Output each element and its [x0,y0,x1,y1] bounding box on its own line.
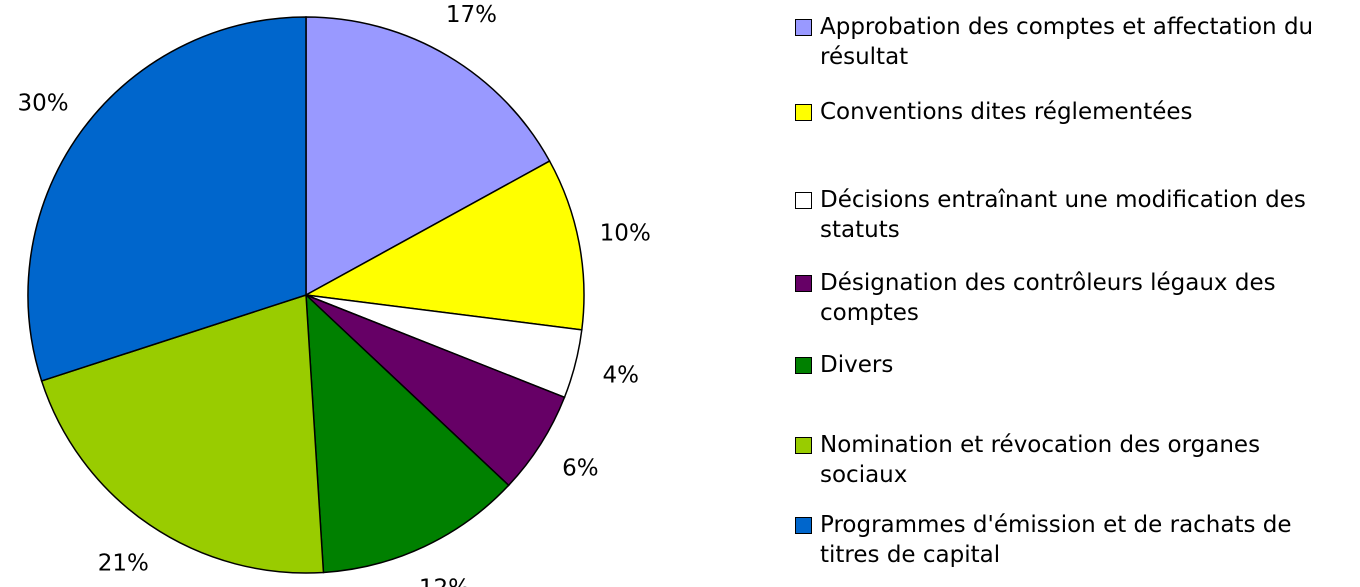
legend-label: Conventions dites réglementées [820,99,1193,125]
pie-slice [305,293,510,574]
legend-swatch [795,517,812,534]
legend-entry: Approbation des comptes et affectation d… [795,12,1340,72]
legend-swatch [795,275,812,292]
legend-entry: Décisions entraînant une modification de… [795,185,1340,245]
legend-swatch [795,104,812,121]
legend-label: Décisions entraînant une modification de… [820,187,1306,243]
data-label: 21% [98,550,149,576]
pie-slice [303,160,585,331]
legend-swatch [795,357,812,374]
legend-entry: Désignation des contrôleurs légaux des c… [795,268,1340,328]
data-label: 4% [603,362,640,388]
data-label: 17% [446,2,497,28]
chart: 17% 10% 4% 6% 12% 21% 30% [18,2,651,587]
legend-swatch [795,19,812,36]
legend-entry: Conventions dites réglementées [795,97,1340,127]
data-label: 10% [600,221,651,247]
pie-slice [27,16,307,382]
legend-entry: Divers [795,350,1340,380]
legend-label: Nomination et révocation des organes soc… [820,432,1261,488]
legend-entry: Programmes d'émission et de rachats de t… [795,510,1340,570]
legend-label: Divers [820,352,894,378]
pie-slice [305,16,551,297]
legend-label: Désignation des contrôleurs légaux des c… [820,270,1276,326]
data-label: 30% [18,90,69,116]
legend-swatch [795,192,812,209]
data-label: 12% [419,576,470,587]
legend-label: Approbation des comptes et affectation d… [820,14,1314,70]
pie-slice [40,293,325,574]
data-label: 6% [562,456,599,482]
legend-entry: Nomination et révocation des organes soc… [795,430,1340,490]
legend-label: Programmes d'émission et de rachats de t… [820,512,1292,568]
legend-swatch [795,437,812,454]
